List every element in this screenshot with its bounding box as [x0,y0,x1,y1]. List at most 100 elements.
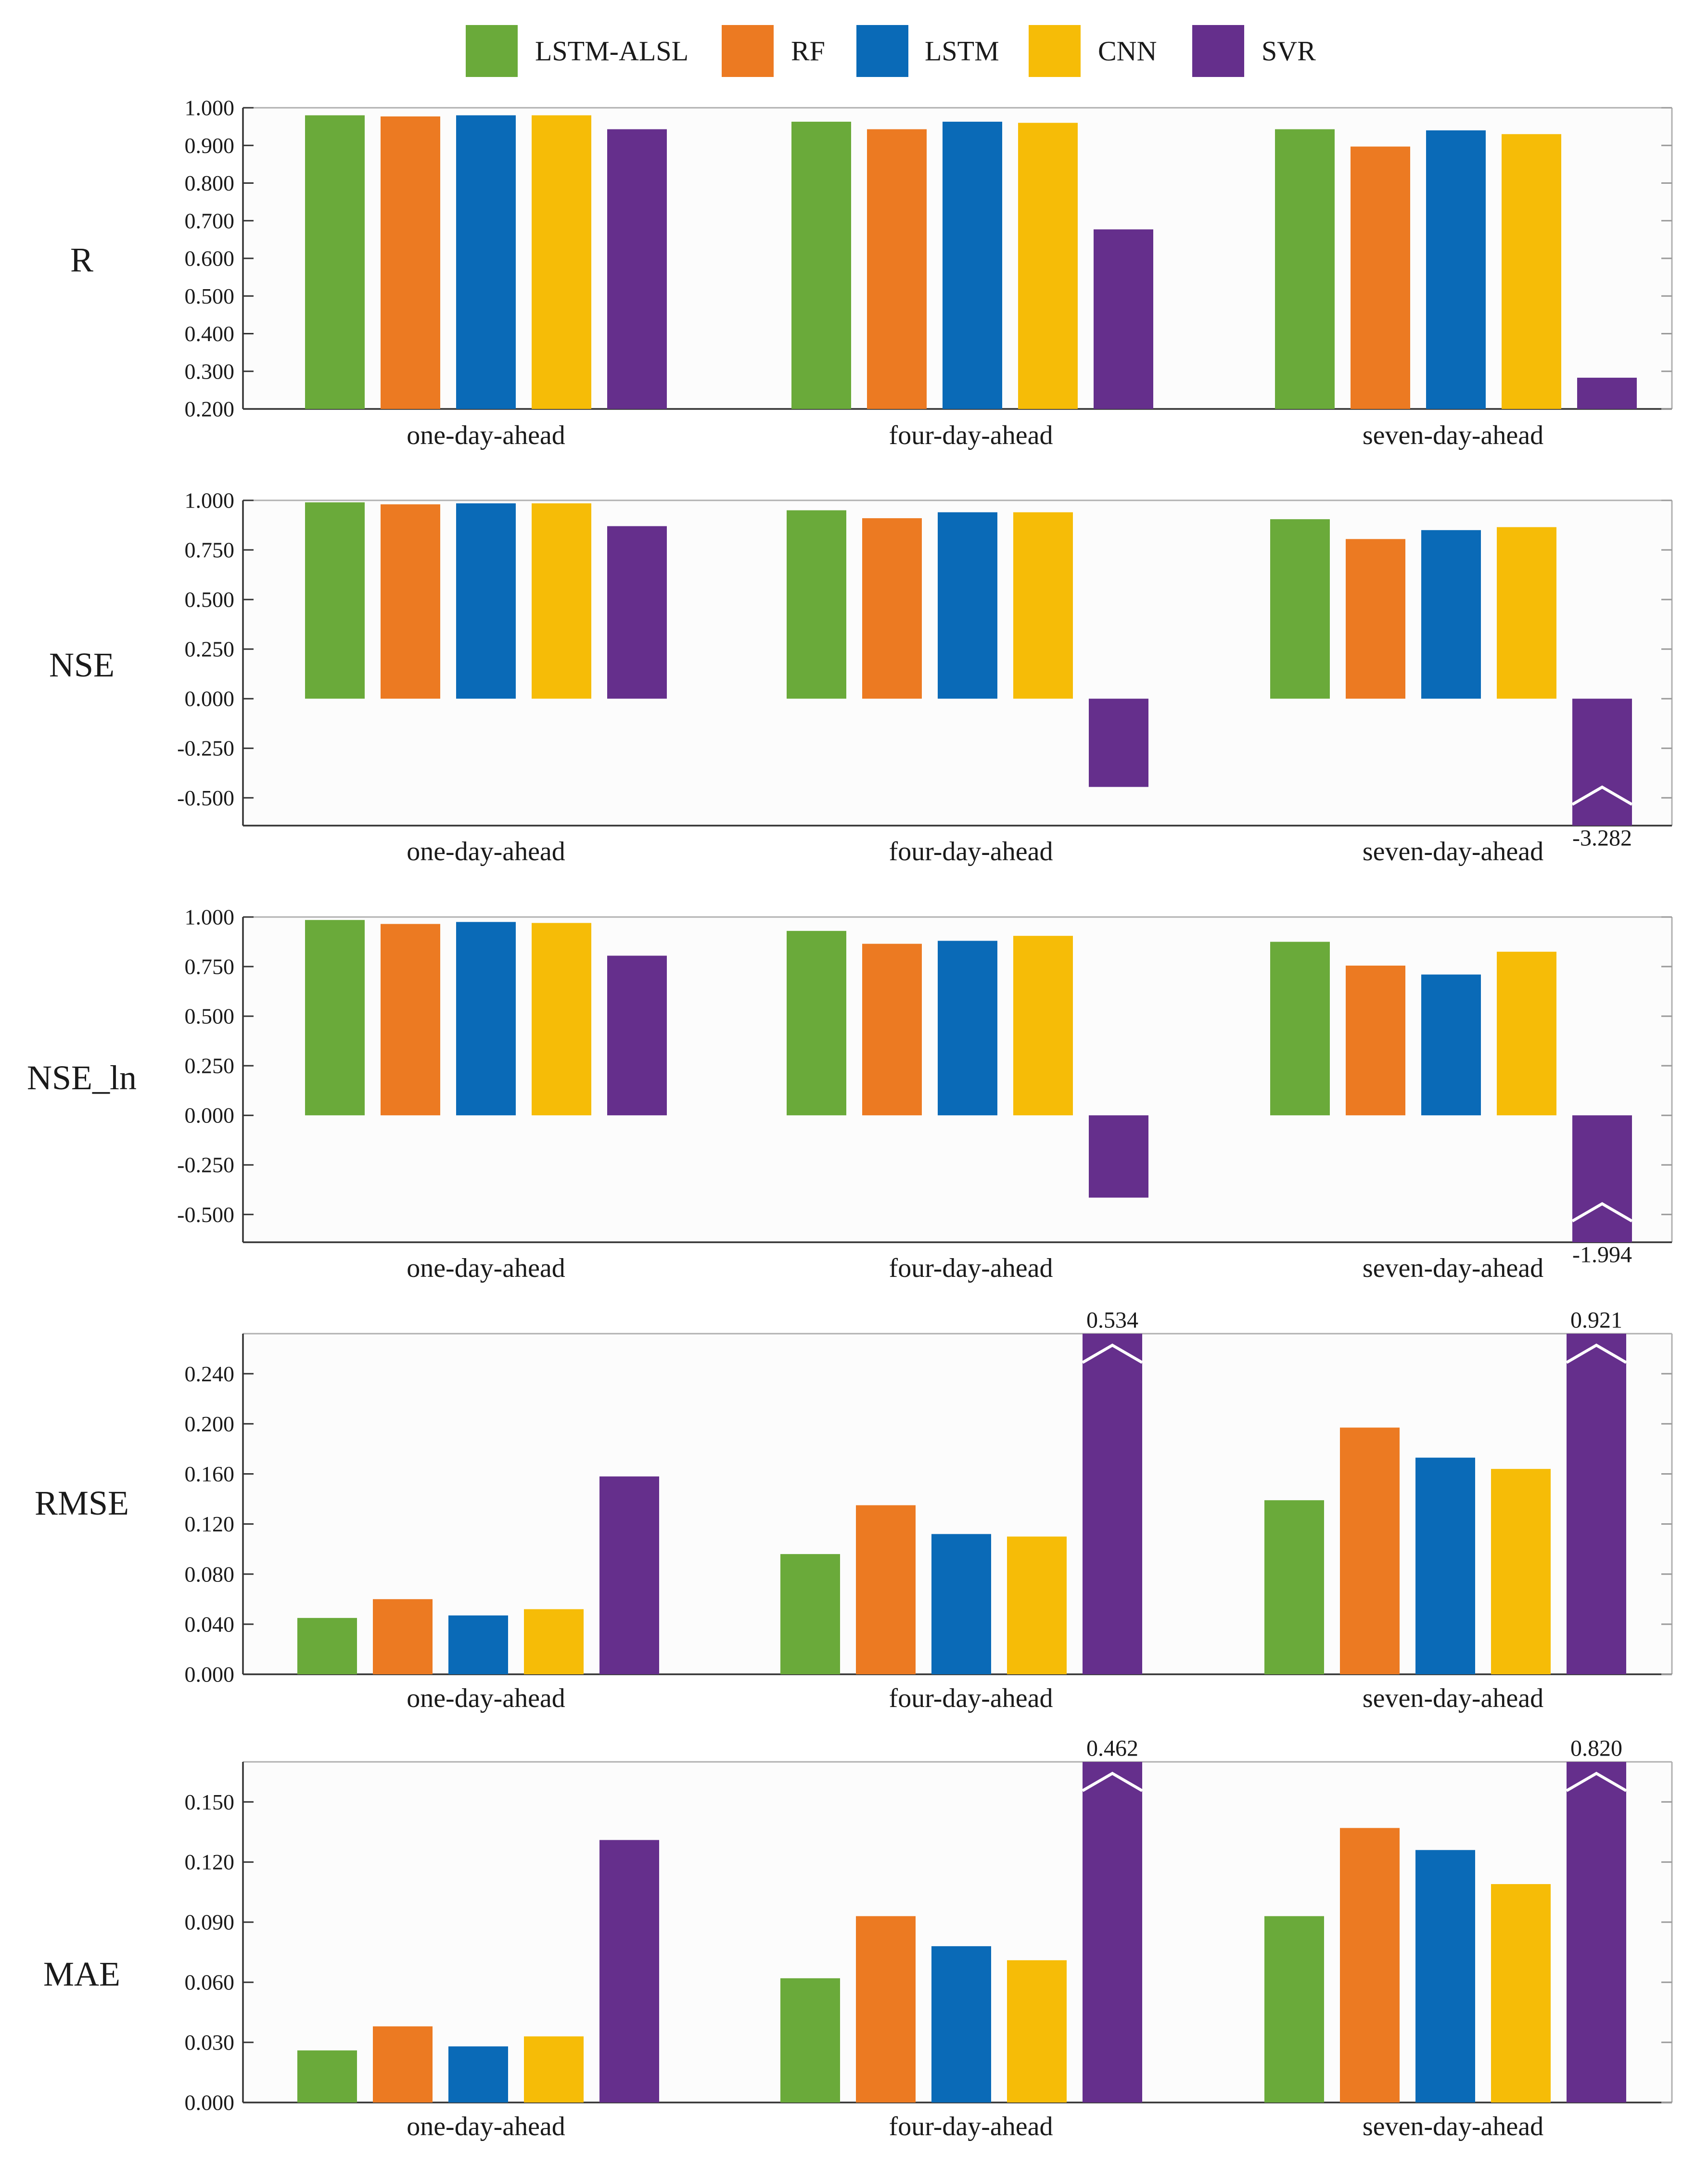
x-label-four-day-ahead-rmse: four-day-ahead [889,1683,1053,1713]
bar-lstm-one-day-ahead-rmse [448,1615,508,1674]
bar-cnn-seven-day-ahead-nse [1497,527,1556,699]
x-label-seven-day-ahead-r: seven-day-ahead [1363,420,1543,450]
y-tick-label-nse-ln: 0.250 [185,1054,235,1078]
bar-rf-one-day-ahead-r [381,116,440,409]
x-label-one-day-ahead-r: one-day-ahead [407,420,565,450]
bar-lstm-alsl-one-day-ahead-mae [297,2050,357,2102]
panel-rmse: RMSE 0.000 0.040 0.080 0.120 0.160 0.200 0.240 o… [35,1308,1673,1713]
bar-lstm-alsl-four-day-ahead-nse-ln [787,930,846,1116]
bar-svr-four-day-ahead-nse [1089,699,1148,787]
axis-break-svr-seven-day-ahead-nse-ln [1571,1202,1633,1223]
bar-lstm-alsl-one-day-ahead-nse-ln [305,920,365,1116]
x-label-four-day-ahead-nse: four-day-ahead [889,837,1053,866]
bar-svr-one-day-ahead-rmse [599,1476,659,1674]
y-tick-label-nse: 0.000 [185,687,235,711]
bar-svr-four-day-ahead-mae [1083,1762,1142,2102]
data-label-svr-seven-day-ahead-nse: -3.282 [1572,826,1632,851]
y-tick-label-r: 0.200 [185,397,235,421]
legend-label-lstm-alsl: LSTM-ALSL [535,36,688,67]
y-tick-label-mae: 0.060 [185,1970,235,1995]
bar-svr-one-day-ahead-r [607,129,667,409]
legend-swatch-cnn [1029,25,1081,77]
bar-lstm-alsl-four-day-ahead-rmse [780,1554,840,1674]
bar-cnn-one-day-ahead-nse [532,503,591,699]
bar-cnn-four-day-ahead-rmse [1007,1536,1067,1674]
legend-label-lstm: LSTM [925,36,999,67]
bar-rf-seven-day-ahead-mae [1340,1828,1400,2102]
bar-lstm-seven-day-ahead-nse-ln [1421,974,1481,1116]
legend-item-svr: SVR [1192,25,1316,77]
bar-cnn-four-day-ahead-mae [1007,1960,1067,2102]
bar-lstm-four-day-ahead-rmse [931,1534,991,1674]
bar-cnn-seven-day-ahead-rmse [1491,1469,1551,1674]
x-label-one-day-ahead-nse-ln: one-day-ahead [407,1253,565,1283]
y-tick-label-r: 0.700 [185,208,235,233]
ylabel-r: R [70,241,93,279]
bar-lstm-four-day-ahead-nse [938,512,997,699]
ylabel-mae: MAE [43,1955,120,1993]
bar-svr-seven-day-ahead-nse [1572,699,1632,826]
bar-rf-four-day-ahead-nse-ln [862,943,922,1116]
y-tick-label-mae: 0.000 [185,2090,235,2115]
bar-lstm-seven-day-ahead-r [1426,130,1486,409]
bar-svr-seven-day-ahead-mae [1567,1762,1626,2102]
x-label-seven-day-ahead-nse: seven-day-ahead [1363,837,1543,866]
bar-cnn-seven-day-ahead-mae [1491,1884,1551,2102]
y-tick-label-nse-ln: -0.250 [177,1153,234,1177]
y-tick-label-nse: -0.500 [177,786,234,810]
legend-swatch-rf [722,25,774,77]
y-tick-label-r: 0.300 [185,359,235,383]
bar-svr-seven-day-ahead-r [1577,378,1637,409]
bar-svr-seven-day-ahead-nse-ln [1572,1115,1632,1242]
ylabel-rmse: RMSE [35,1484,129,1522]
bar-svr-seven-day-ahead-rmse [1567,1334,1626,1674]
bar-lstm-one-day-ahead-r [456,115,516,409]
axis-break-svr-seven-day-ahead-rmse [1566,1343,1627,1364]
bar-cnn-one-day-ahead-mae [524,2036,584,2102]
bar-lstm-one-day-ahead-mae [448,2046,508,2102]
x-label-one-day-ahead-nse: one-day-ahead [407,837,565,866]
panel-mae: MAE 0.000 0.030 0.060 0.090 0.120 0.150 one-day… [43,1736,1673,2141]
bar-rf-four-day-ahead-mae [856,1916,916,2102]
bar-rf-seven-day-ahead-r [1351,146,1410,409]
bar-svr-four-day-ahead-nse-ln [1089,1115,1148,1198]
bar-rf-one-day-ahead-nse-ln [381,924,440,1116]
bar-lstm-one-day-ahead-nse [456,503,516,699]
legend-swatch-lstm [856,25,908,77]
bar-lstm-four-day-ahead-r [943,121,1002,409]
bar-svr-four-day-ahead-rmse [1083,1334,1142,1674]
bar-rf-four-day-ahead-rmse [856,1505,916,1674]
bar-lstm-alsl-seven-day-ahead-nse [1270,519,1330,699]
x-label-one-day-ahead-rmse: one-day-ahead [407,1683,565,1713]
y-tick-label-nse-ln: -0.500 [177,1202,234,1227]
y-tick-label-r: 0.500 [185,284,235,308]
legend-label-svr: SVR [1262,36,1316,67]
bar-rf-seven-day-ahead-rmse [1340,1427,1400,1674]
y-tick-label-r: 0.800 [185,171,235,195]
bar-svr-four-day-ahead-r [1094,229,1153,409]
bar-lstm-alsl-one-day-ahead-rmse [297,1618,357,1674]
axis-break-svr-four-day-ahead-rmse [1082,1343,1143,1364]
panel-nse-ln: NSE_ln -0.500 -0.250 0.000 0.250 0.500 0.750 1.… [27,905,1673,1283]
bar-lstm-seven-day-ahead-nse [1421,530,1481,699]
bar-lstm-alsl-one-day-ahead-nse [305,502,365,699]
bar-lstm-alsl-seven-day-ahead-r [1275,129,1335,409]
x-label-one-day-ahead-mae: one-day-ahead [407,2112,565,2141]
bar-lstm-alsl-seven-day-ahead-nse-ln [1270,942,1330,1116]
bar-cnn-seven-day-ahead-r [1502,134,1561,409]
bar-cnn-one-day-ahead-rmse [524,1609,584,1674]
y-tick-label-r: 0.400 [185,321,235,346]
bar-svr-one-day-ahead-nse [607,526,667,699]
axis-break-svr-seven-day-ahead-nse [1571,785,1633,806]
y-tick-label-rmse: 0.200 [185,1412,235,1436]
bar-lstm-alsl-seven-day-ahead-mae [1264,1916,1324,2102]
x-label-seven-day-ahead-nse-ln: seven-day-ahead [1363,1253,1543,1283]
bar-rf-four-day-ahead-r [867,129,927,409]
bar-rf-seven-day-ahead-nse-ln [1346,965,1405,1116]
data-label-svr-seven-day-ahead-nse-ln: -1.994 [1572,1242,1632,1268]
bar-lstm-alsl-four-day-ahead-r [791,121,851,409]
ylabel-nse: NSE [49,646,115,684]
y-tick-label-r: 0.600 [185,246,235,271]
panel-r: R 0.200 0.300 0.400 0.500 0.600 0.700 0.800 0.90… [70,96,1673,450]
